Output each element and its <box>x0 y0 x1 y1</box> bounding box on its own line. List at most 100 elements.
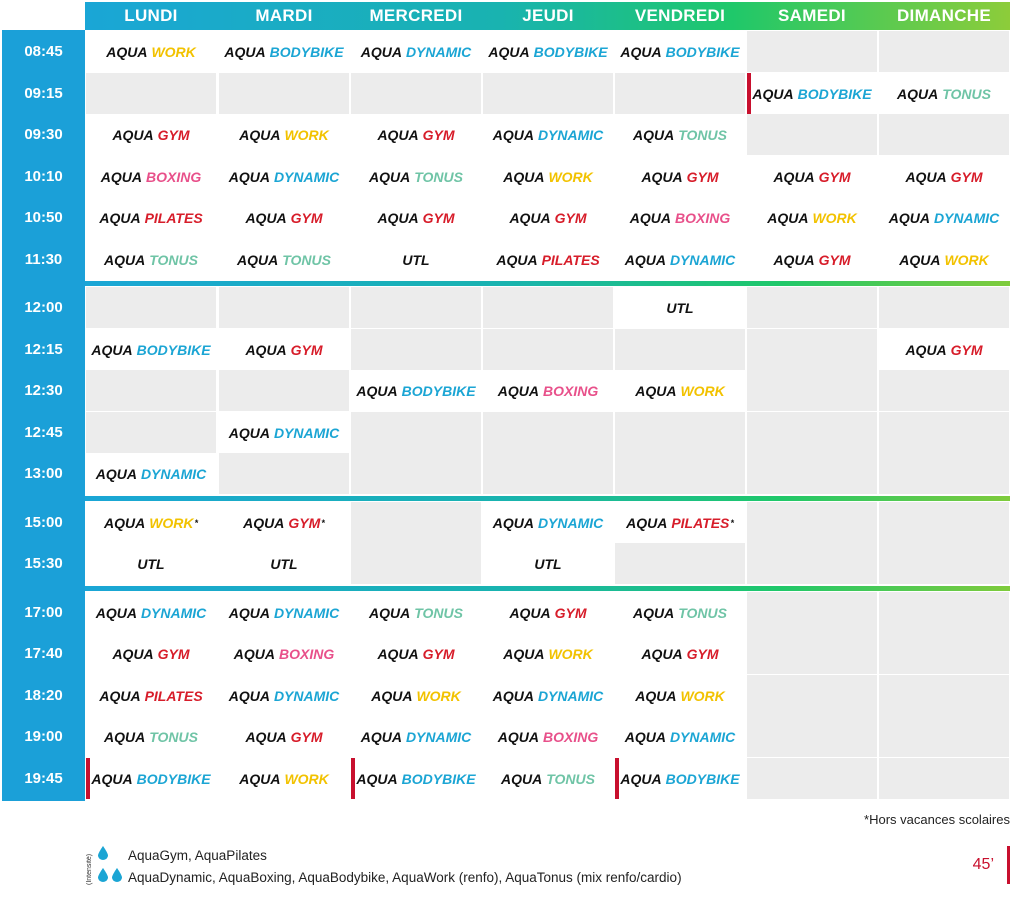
class-prefix: AQUA <box>497 728 539 745</box>
class-slot[interactable]: AQUA GYM * <box>219 502 349 543</box>
empty-slot <box>86 370 216 411</box>
class-slot[interactable]: AQUA GYM <box>879 329 1009 370</box>
class-slot[interactable]: AQUA BODYBIKE <box>483 31 613 72</box>
class-name: TONUS <box>678 604 727 621</box>
class-slot[interactable]: AQUA TONUS <box>879 73 1009 114</box>
class-slot[interactable]: AQUA GYM <box>483 197 613 238</box>
class-slot[interactable]: AQUA GYM <box>351 633 481 674</box>
class-slot[interactable]: AQUA TONUS <box>219 239 349 280</box>
class-slot[interactable]: AQUA DYNAMIC <box>219 592 349 633</box>
class-slot[interactable]: AQUA WORK <box>219 758 349 799</box>
class-prefix: AQUA <box>635 382 677 399</box>
class-name: DYNAMIC <box>537 687 604 704</box>
class-slot[interactable]: AQUA WORK * <box>86 502 216 543</box>
class-slot[interactable]: AQUA BODYBIKE <box>351 758 481 799</box>
class-slot[interactable]: AQUA PILATES <box>86 197 216 238</box>
class-slot[interactable]: AQUA BODYBIKE <box>86 329 216 370</box>
class-slot[interactable]: AQUA WORK <box>615 370 745 411</box>
class-slot[interactable]: AQUA GYM <box>483 592 613 633</box>
class-slot[interactable]: AQUA GYM <box>219 197 349 238</box>
class-name: TONUS <box>678 126 727 143</box>
class-slot[interactable]: AQUA WORK <box>747 197 877 238</box>
class-slot[interactable]: AQUA PILATES * <box>615 502 745 543</box>
class-name: TONUS <box>149 251 198 268</box>
class-name: WORK <box>680 382 725 399</box>
class-slot[interactable]: UTL <box>615 287 745 328</box>
class-slot[interactable]: AQUA GYM <box>615 156 745 197</box>
class-slot[interactable]: AQUA GYM <box>747 156 877 197</box>
class-slot[interactable]: AQUA TONUS <box>483 758 613 799</box>
class-slot[interactable]: AQUA GYM <box>615 633 745 674</box>
class-name: GYM <box>686 645 719 662</box>
class-prefix: AQUA <box>492 514 534 531</box>
class-slot[interactable]: AQUA GYM <box>879 156 1009 197</box>
class-slot[interactable]: AQUA BOXING <box>615 197 745 238</box>
class-slot[interactable]: AQUA DYNAMIC <box>879 197 1009 238</box>
class-slot[interactable]: AQUA GYM <box>351 197 481 238</box>
class-prefix: AQUA <box>501 770 543 787</box>
class-slot[interactable]: AQUA WORK <box>483 633 613 674</box>
class-slot[interactable]: AQUA DYNAMIC <box>483 114 613 155</box>
class-slot[interactable]: AQUA DYNAMIC <box>86 592 216 633</box>
class-slot[interactable]: AQUA DYNAMIC <box>615 239 745 280</box>
class-slot[interactable]: AQUA TONUS <box>86 716 216 757</box>
class-slot[interactable]: AQUA WORK <box>483 156 613 197</box>
class-slot[interactable]: AQUA DYNAMIC <box>483 502 613 543</box>
class-name: DYNAMIC <box>140 604 207 621</box>
class-name: UTL <box>402 251 430 268</box>
class-name: WORK <box>548 645 593 662</box>
time-slot-label: 15:30 <box>24 555 63 572</box>
class-slot[interactable]: AQUA WORK <box>615 675 745 716</box>
class-slot[interactable]: UTL <box>86 543 216 584</box>
class-prefix: AQUA <box>233 645 275 662</box>
class-slot[interactable]: AQUA BOXING <box>86 156 216 197</box>
class-slot[interactable]: UTL <box>219 543 349 584</box>
empty-slot <box>219 73 349 114</box>
class-name: UTL <box>270 555 298 572</box>
class-slot[interactable]: AQUA BOXING <box>219 633 349 674</box>
class-slot[interactable]: AQUA DYNAMIC <box>351 716 481 757</box>
class-slot[interactable]: AQUA TONUS <box>615 114 745 155</box>
class-slot[interactable]: AQUA BODYBIKE <box>219 31 349 72</box>
class-slot[interactable]: AQUA BODYBIKE <box>615 31 745 72</box>
class-slot[interactable]: AQUA BOXING <box>483 716 613 757</box>
time-slot-label: 08:45 <box>24 43 63 60</box>
class-slot[interactable]: AQUA DYNAMIC <box>351 31 481 72</box>
class-slot[interactable]: AQUA WORK <box>351 675 481 716</box>
class-slot[interactable]: AQUA DYNAMIC <box>86 453 216 494</box>
class-name: TONUS <box>282 251 331 268</box>
class-slot[interactable]: AQUA TONUS <box>351 156 481 197</box>
class-slot[interactable]: AQUA WORK <box>86 31 216 72</box>
empty-slot <box>747 633 877 674</box>
class-slot[interactable]: AQUA DYNAMIC <box>615 716 745 757</box>
class-slot[interactable]: AQUA BODYBIKE <box>351 370 481 411</box>
class-slot[interactable]: AQUA GYM <box>351 114 481 155</box>
class-slot[interactable]: AQUA GYM <box>86 114 216 155</box>
class-slot[interactable]: AQUA DYNAMIC <box>483 675 613 716</box>
class-slot[interactable]: UTL <box>483 543 613 584</box>
class-slot[interactable]: AQUA BOXING <box>483 370 613 411</box>
class-slot[interactable]: AQUA DYNAMIC <box>219 412 349 453</box>
class-slot[interactable]: AQUA GYM <box>219 329 349 370</box>
class-slot[interactable]: AQUA GYM <box>747 239 877 280</box>
class-slot[interactable]: AQUA PILATES <box>86 675 216 716</box>
class-slot[interactable]: UTL <box>351 239 481 280</box>
class-slot[interactable]: AQUA BODYBIKE <box>747 73 877 114</box>
class-slot[interactable]: AQUA DYNAMIC <box>219 156 349 197</box>
class-slot[interactable]: AQUA WORK <box>879 239 1009 280</box>
class-slot[interactable]: AQUA BODYBIKE <box>86 758 216 799</box>
class-slot[interactable]: AQUA GYM <box>219 716 349 757</box>
class-slot[interactable]: AQUA WORK <box>219 114 349 155</box>
time-slot-label: 09:15 <box>24 85 63 102</box>
class-slot[interactable]: AQUA TONUS <box>351 592 481 633</box>
class-slot[interactable]: AQUA TONUS <box>615 592 745 633</box>
class-name: DYNAMIC <box>273 687 340 704</box>
class-slot[interactable]: AQUA BODYBIKE <box>615 758 745 799</box>
footnote-star: * <box>730 517 734 528</box>
class-slot[interactable]: AQUA GYM <box>86 633 216 674</box>
class-slot[interactable]: AQUA DYNAMIC <box>219 675 349 716</box>
class-slot[interactable]: AQUA PILATES <box>483 239 613 280</box>
day-header-dimanche: DIMANCHE <box>896 6 991 25</box>
class-slot[interactable]: AQUA TONUS <box>86 239 216 280</box>
class-prefix: AQUA <box>228 168 270 185</box>
